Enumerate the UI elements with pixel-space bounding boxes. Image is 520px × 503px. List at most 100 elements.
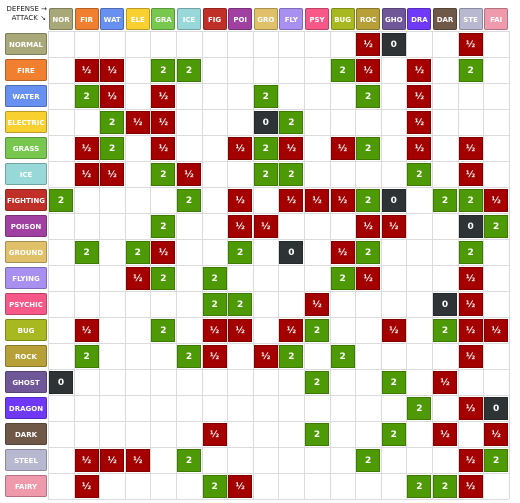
effect-cell: 2 <box>151 163 176 186</box>
effect-cell: ½ <box>407 111 432 134</box>
effect-cell: ½ <box>356 267 381 290</box>
effect-cell: ½ <box>279 319 304 342</box>
effect-cell: ½ <box>151 137 176 160</box>
effect-cell: 2 <box>125 241 150 264</box>
corner-label: DEFENSE → ATTACK ↘ <box>0 0 48 30</box>
effect-cell: 2 <box>202 267 227 290</box>
effect-cell: 2 <box>356 189 381 212</box>
effect-cell: 2 <box>100 111 125 134</box>
effect-cell: 2 <box>356 137 381 160</box>
row-header-fairy: FAIRY <box>5 475 47 497</box>
grid-line <box>48 213 509 214</box>
effect-cell: ½ <box>202 423 227 446</box>
col-header-gro: GRO <box>253 8 278 30</box>
effect-cell: 2 <box>484 215 509 238</box>
effect-cell: 2 <box>74 241 99 264</box>
effect-cell: ½ <box>407 137 432 160</box>
effect-cell: 2 <box>49 189 73 212</box>
row-header-grass: GRASS <box>5 137 47 159</box>
effect-cell: ½ <box>458 33 483 56</box>
effect-cell: 2 <box>151 59 176 82</box>
row-header-flying: FLYING <box>5 267 47 289</box>
grid-line <box>48 395 509 396</box>
effect-cell: ½ <box>458 293 483 316</box>
effect-cell: ½ <box>151 241 176 264</box>
effect-cell: ½ <box>279 189 304 212</box>
effect-cell: ½ <box>458 137 483 160</box>
effect-cell: 2 <box>458 241 483 264</box>
effect-cell: 2 <box>177 449 201 472</box>
effect-cell: 2 <box>356 241 381 264</box>
effect-cell: 2 <box>330 345 355 368</box>
effect-cell: ½ <box>228 475 253 498</box>
grid-line <box>48 499 509 500</box>
grid-line <box>48 135 509 136</box>
effect-cell: ½ <box>253 345 278 368</box>
effect-cell: ½ <box>100 163 125 186</box>
effect-cell: 2 <box>458 189 483 212</box>
col-header-bug: BUG <box>330 8 355 30</box>
effect-cell: 2 <box>253 85 278 108</box>
col-header-fir: FIR <box>74 8 99 30</box>
row-header-bug: BUG <box>5 319 47 341</box>
attack-label: ATTACK ↘ <box>11 14 46 22</box>
effect-cell: ½ <box>279 137 304 160</box>
effect-cell: ½ <box>305 293 329 316</box>
effect-cell: ½ <box>381 319 406 342</box>
effect-cell: 2 <box>151 319 176 342</box>
effect-cell: 2 <box>151 215 176 238</box>
effect-cell: ½ <box>305 189 329 212</box>
effect-cell: ½ <box>228 189 253 212</box>
row-header-fighting: FIGHTING <box>5 189 47 211</box>
col-header-roc: ROC <box>356 8 381 30</box>
col-header-fly: FLY <box>279 8 304 30</box>
effect-cell: ½ <box>202 345 227 368</box>
effect-cell: 2 <box>279 345 304 368</box>
col-header-poi: POI <box>228 8 253 30</box>
row-header-rock: ROCK <box>5 345 47 367</box>
effect-cell: ½ <box>125 111 150 134</box>
effect-cell: ½ <box>100 449 125 472</box>
effect-cell: ½ <box>356 59 381 82</box>
effect-cell: ½ <box>330 241 355 264</box>
effect-cell: 0 <box>433 293 457 316</box>
effect-cell: 2 <box>407 475 432 498</box>
effect-cell: 2 <box>381 371 406 394</box>
grid-line <box>48 265 509 266</box>
effect-cell: 2 <box>356 449 381 472</box>
col-header-ste: STE <box>458 8 483 30</box>
row-header-ice: ICE <box>5 163 47 185</box>
effect-cell: ½ <box>407 59 432 82</box>
row-header-fire: FIRE <box>5 59 47 81</box>
effect-cell: 2 <box>74 85 99 108</box>
grid-line <box>508 31 510 499</box>
grid-line <box>48 83 509 84</box>
effect-cell: ½ <box>228 137 253 160</box>
effect-cell: 2 <box>177 189 201 212</box>
effect-cell: ½ <box>458 475 483 498</box>
effect-cell: 2 <box>407 163 432 186</box>
row-header-ground: GROUND <box>5 241 47 263</box>
effect-cell: 2 <box>305 319 329 342</box>
grid-line <box>48 57 509 58</box>
effect-cell: 0 <box>49 371 73 394</box>
effect-cell: ½ <box>125 449 150 472</box>
effect-cell: ½ <box>407 85 432 108</box>
effect-cell: 2 <box>433 475 457 498</box>
effect-cell: 2 <box>305 423 329 446</box>
grid-line <box>48 187 509 188</box>
effect-cell: ½ <box>330 137 355 160</box>
effect-cell: 0 <box>381 33 406 56</box>
effect-cell: ½ <box>74 59 99 82</box>
effect-cell: ½ <box>151 111 176 134</box>
effect-cell: ½ <box>228 215 253 238</box>
effect-cell: 2 <box>177 59 201 82</box>
effect-cell: ½ <box>151 85 176 108</box>
grid-line <box>48 291 509 292</box>
effect-cell: 0 <box>458 215 483 238</box>
col-header-wat: WAT <box>100 8 125 30</box>
effect-cell: ½ <box>253 215 278 238</box>
effect-cell: 2 <box>177 345 201 368</box>
effect-cell: 2 <box>74 345 99 368</box>
